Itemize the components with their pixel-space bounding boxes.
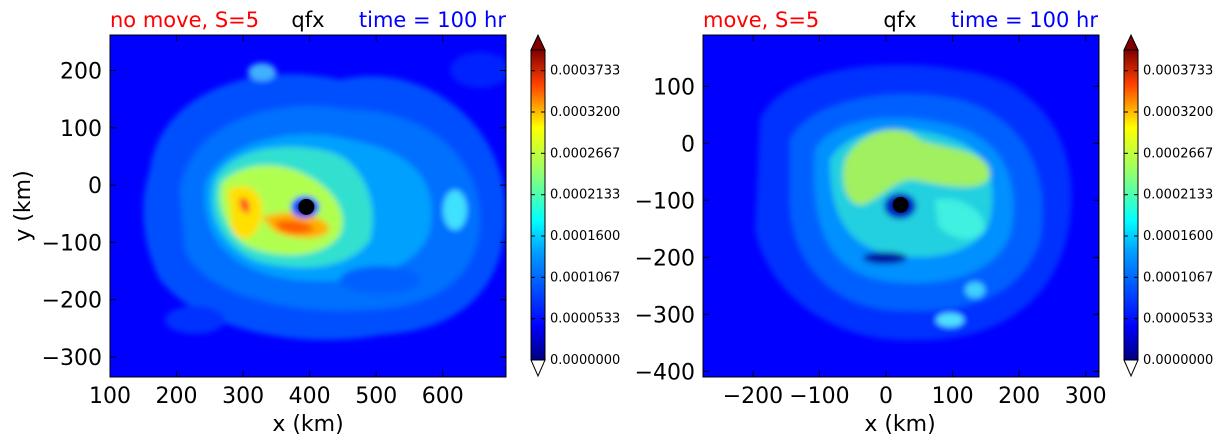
- colorbar-tick-label: 0.0000000: [550, 353, 620, 368]
- colorbar-tick-label: 0.0000533: [550, 312, 620, 327]
- x-tick-label: 600: [422, 384, 464, 409]
- title-center-2: qfx: [883, 8, 916, 32]
- y-tick-label: −400: [635, 360, 695, 385]
- x-tick-label: 500: [355, 384, 397, 409]
- colorbar-tick-label: 0.0000533: [1143, 312, 1213, 327]
- x-axis-label-left: x (km): [272, 412, 343, 437]
- colorbar-tick-label: 0.0003200: [1143, 105, 1213, 120]
- x-tick-label: 100: [89, 384, 131, 409]
- title-left-2: move, S=5: [703, 8, 819, 32]
- colorbar-tick-label: 0.0003200: [550, 105, 620, 120]
- x-tick-label: 200: [998, 384, 1040, 409]
- colorbar-tick-label: 0.0003733: [1143, 64, 1213, 79]
- title-right: time = 100 hr: [359, 8, 506, 32]
- colorbar-tick-label: 0.0001600: [1143, 229, 1213, 244]
- y-axis-label-left: y (km): [11, 170, 36, 241]
- colorbar-tick-label: 0.0002133: [550, 188, 620, 203]
- colorbar-tick-label: 0.0001067: [1143, 270, 1213, 285]
- colorbar-tick-label: 0.0003733: [550, 64, 620, 79]
- title-right-2: time = 100 hr: [951, 8, 1098, 32]
- y-tick-label: −300: [635, 303, 695, 328]
- title-center: qfx: [291, 8, 324, 32]
- x-tick-label: 100: [932, 384, 974, 409]
- x-ticks-right: −200 −100 0 100 200 300: [723, 35, 1107, 409]
- y-tick-label: −100: [635, 189, 695, 214]
- y-tick-label: −100: [42, 231, 102, 256]
- storm-center-marker-right: [892, 196, 909, 213]
- y-tick-label: −200: [635, 246, 695, 271]
- y-tick-label: 0: [681, 132, 695, 157]
- contour-field-right: [703, 35, 1099, 377]
- title-left: no move, S=5: [110, 8, 259, 32]
- colorbar-left: 0.0000000 0.0000533 0.0001067 0.0001600 0.00…: [530, 33, 620, 378]
- colorbar-tick-label: 0.0001600: [550, 229, 620, 244]
- storm-center-marker-left: [298, 198, 315, 215]
- x-tick-label: 300: [222, 384, 264, 409]
- x-tick-label: −200: [723, 384, 783, 409]
- x-ticks-left: 100 200 300 400 500 600: [89, 35, 464, 409]
- y-tick-label: −300: [42, 346, 102, 371]
- colorbar-tick-label: 0.0001067: [550, 270, 620, 285]
- colorbar-tick-label: 0.0002667: [1143, 146, 1213, 161]
- x-tick-label: 400: [289, 384, 331, 409]
- x-tick-label: 200: [156, 384, 198, 409]
- colorbar-tick-label: 0.0000000: [1143, 353, 1213, 368]
- x-tick-label: 300: [1065, 384, 1107, 409]
- y-tick-label: 0: [88, 174, 102, 199]
- colorbar-tick-label: 0.0002133: [1143, 188, 1213, 203]
- contour-field-left: [110, 35, 506, 377]
- y-tick-label: 100: [60, 117, 102, 142]
- y-tick-label: −200: [42, 289, 102, 314]
- y-tick-label: 100: [653, 75, 695, 100]
- colorbar-tick-label: 0.0002667: [550, 146, 620, 161]
- colorbar-right: 0.0000000 0.0000533 0.0001067 0.0001600 0.00…: [1123, 33, 1213, 378]
- y-ticks-right: −400 −300 −200 −100 0 100: [635, 75, 1099, 385]
- x-axis-label-right: x (km): [864, 412, 935, 437]
- panel-right: move, S=5 qfx time = 100 hr −200 −100 0 100…: [635, 8, 1214, 437]
- y-ticks-left: −300 −200 −100 0 100 200: [42, 60, 506, 371]
- panel-left: no move, S=5 qfx time = 100 hr: [11, 8, 620, 437]
- y-tick-label: 200: [60, 60, 102, 85]
- x-tick-label: −100: [789, 384, 849, 409]
- x-tick-label: 0: [879, 384, 893, 409]
